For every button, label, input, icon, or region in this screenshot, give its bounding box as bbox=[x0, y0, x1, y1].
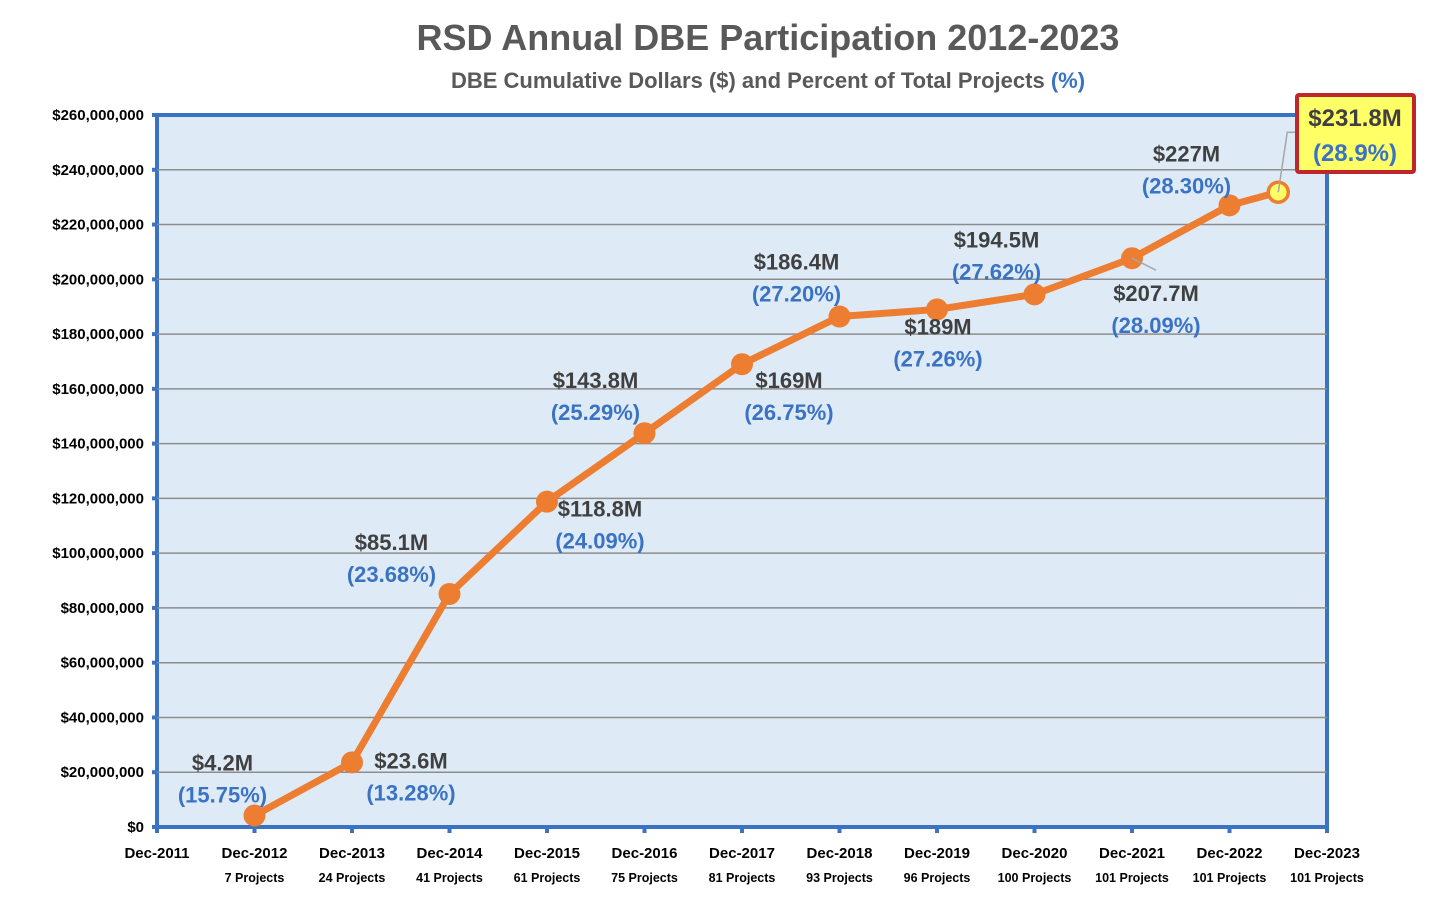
data-point bbox=[341, 751, 363, 774]
data-point bbox=[926, 298, 948, 321]
data-label-pct: (28.30%) bbox=[1142, 173, 1231, 198]
data-point bbox=[243, 804, 266, 827]
data-label-value: $227M bbox=[1153, 141, 1220, 166]
data-label-pct: (24.09%) bbox=[555, 529, 644, 554]
data-label-pct: (28.09%) bbox=[1111, 313, 1200, 338]
data-point bbox=[536, 490, 558, 513]
data-label-value: $169M bbox=[755, 368, 822, 393]
y-tick-label: $100,000,000 bbox=[52, 545, 144, 562]
x-tick-projects: 96 Projects bbox=[904, 871, 971, 885]
x-tick-projects: 75 Projects bbox=[611, 871, 678, 885]
data-label-value: $85.1M bbox=[355, 530, 428, 555]
series-line bbox=[252, 188, 1280, 819]
x-tick-label: Dec-2016 bbox=[612, 845, 678, 862]
data-label-pct: (28.9%) bbox=[1313, 140, 1397, 167]
y-tick-label: $20,000,000 bbox=[61, 764, 144, 781]
subtitle-main: DBE Cumulative Dollars ($) and Percent o… bbox=[451, 68, 1051, 93]
x-tick-projects: 101 Projects bbox=[1095, 871, 1169, 885]
y-tick-label: $220,000,000 bbox=[52, 217, 144, 234]
y-tick-label: $40,000,000 bbox=[61, 709, 144, 726]
x-tick-label: Dec-2012 bbox=[222, 845, 288, 862]
x-tick-projects: 41 Projects bbox=[416, 871, 483, 885]
y-tick-label: $160,000,000 bbox=[52, 381, 144, 398]
data-label-pct: (23.68%) bbox=[347, 562, 436, 587]
data-point bbox=[828, 305, 851, 328]
subtitle-pct: (%) bbox=[1051, 68, 1085, 93]
data-point bbox=[731, 353, 753, 376]
data-label-pct: (15.75%) bbox=[178, 782, 267, 807]
data-label-pct: (27.26%) bbox=[893, 346, 982, 371]
data-label-pct: (27.62%) bbox=[952, 259, 1041, 284]
x-tick-projects: 100 Projects bbox=[998, 871, 1072, 885]
data-label-value: $189M bbox=[904, 314, 971, 339]
callout-leader-line bbox=[1277, 131, 1298, 193]
chart-subtitle: DBE Cumulative Dollars ($) and Percent o… bbox=[451, 68, 1085, 93]
data-label-value: $207.7M bbox=[1113, 281, 1199, 306]
data-label-pct: (25.29%) bbox=[551, 400, 640, 425]
data-label-value: $231.8M bbox=[1308, 105, 1401, 132]
x-tick-label: Dec-2019 bbox=[904, 845, 970, 862]
y-tick-label: $120,000,000 bbox=[52, 490, 144, 507]
y-tick-label: $180,000,000 bbox=[52, 326, 144, 343]
x-tick-label: Dec-2015 bbox=[514, 845, 580, 862]
data-point bbox=[1023, 283, 1046, 306]
x-tick-label: Dec-2018 bbox=[807, 845, 873, 862]
x-tick-projects: 81 Projects bbox=[709, 871, 776, 885]
x-tick-label: Dec-2023 bbox=[1294, 845, 1360, 862]
data-point bbox=[438, 582, 461, 605]
x-tick-projects: 7 Projects bbox=[225, 871, 285, 885]
data-label-pct: (13.28%) bbox=[366, 780, 455, 805]
x-tick-label: Dec-2017 bbox=[709, 845, 775, 862]
data-label-pct: (26.75%) bbox=[744, 400, 833, 425]
data-label-value: $4.2M bbox=[192, 750, 253, 775]
data-point bbox=[633, 422, 656, 445]
data-label-pct: (27.20%) bbox=[752, 282, 841, 307]
y-tick-label: $140,000,000 bbox=[52, 436, 144, 453]
x-tick-projects: 101 Projects bbox=[1290, 871, 1364, 885]
label-leader-line bbox=[1131, 257, 1157, 271]
x-tick-label: Dec-2022 bbox=[1197, 845, 1263, 862]
data-label-value: $23.6M bbox=[374, 748, 447, 773]
y-tick-label: $200,000,000 bbox=[52, 271, 144, 288]
x-tick-label: Dec-2014 bbox=[417, 845, 484, 862]
x-tick-label: Dec-2021 bbox=[1099, 845, 1165, 862]
plot-area bbox=[155, 113, 1329, 829]
y-tick-label: $0 bbox=[127, 819, 144, 836]
chart-title: RSD Annual DBE Participation 2012-2023 bbox=[417, 17, 1120, 58]
y-tick-label: $240,000,000 bbox=[52, 162, 144, 179]
x-tick-label: Dec-2020 bbox=[1002, 845, 1068, 862]
data-label-value: $118.8M bbox=[558, 497, 642, 522]
y-tick-label: $260,000,000 bbox=[52, 107, 144, 124]
data-label-value: $194.5M bbox=[954, 227, 1040, 252]
x-tick-projects: 101 Projects bbox=[1193, 871, 1267, 885]
callout-box bbox=[1295, 93, 1416, 174]
x-tick-projects: 24 Projects bbox=[319, 871, 386, 885]
data-point bbox=[1218, 194, 1241, 217]
x-tick-projects: 93 Projects bbox=[806, 871, 873, 885]
x-tick-label: Dec-2013 bbox=[319, 845, 385, 862]
data-label-value: $143.8M bbox=[553, 368, 639, 393]
data-label-value: $186.4M bbox=[754, 250, 840, 275]
y-tick-label: $80,000,000 bbox=[61, 600, 144, 617]
x-tick-label: Dec-2011 bbox=[124, 845, 189, 862]
x-tick-projects: 61 Projects bbox=[514, 871, 581, 885]
y-tick-label: $60,000,000 bbox=[61, 655, 144, 672]
